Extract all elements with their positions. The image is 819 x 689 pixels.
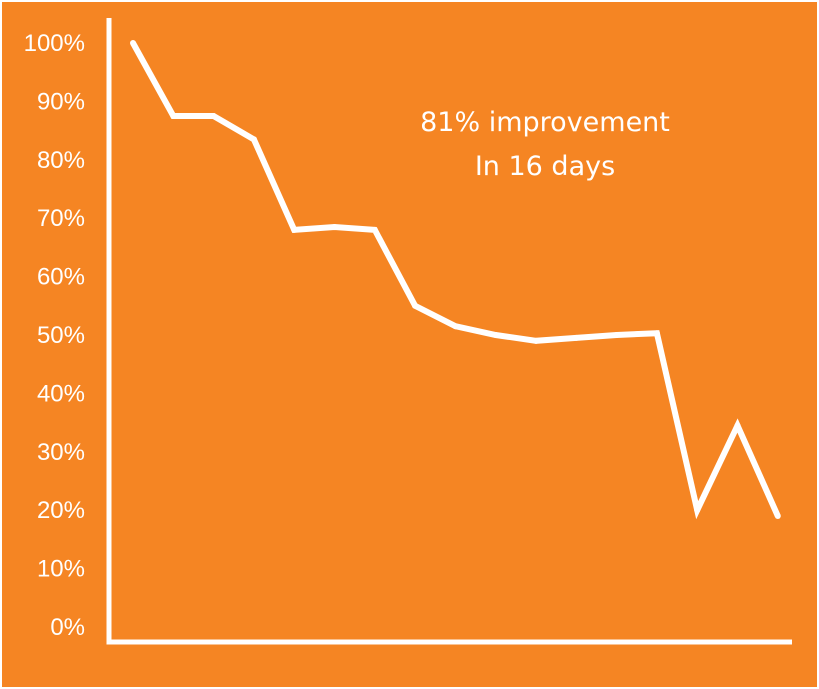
annotation-line-2: In 16 days xyxy=(475,151,615,182)
data-point xyxy=(250,136,257,143)
data-point xyxy=(170,113,177,119)
data-points xyxy=(130,40,781,520)
data-point xyxy=(613,332,620,338)
y-tick-label: 0% xyxy=(50,614,85,641)
data-point xyxy=(452,323,459,330)
y-tick-label: 60% xyxy=(37,264,85,291)
y-tick-label: 50% xyxy=(37,322,85,349)
y-tick-label: 30% xyxy=(37,439,85,466)
data-point xyxy=(774,513,781,520)
y-tick-label: 80% xyxy=(37,147,85,174)
data-point xyxy=(412,302,419,309)
annotation-line-1: 81% improvement xyxy=(420,107,670,138)
data-point xyxy=(653,330,660,337)
y-axis-ticks: 100% 90% 80% 70% 60% 50% 40% 30% 20% 10% 0% xyxy=(24,30,85,641)
y-tick-label: 100% xyxy=(24,30,85,57)
data-point xyxy=(291,226,298,233)
data-point xyxy=(492,332,499,338)
data-point xyxy=(210,113,217,119)
data-point xyxy=(371,226,378,233)
data-point xyxy=(533,337,539,344)
data-point xyxy=(573,334,580,341)
data-point xyxy=(734,422,741,429)
y-tick-label: 70% xyxy=(37,205,85,232)
data-point xyxy=(130,40,136,46)
y-tick-label: 40% xyxy=(37,380,85,407)
y-tick-label: 90% xyxy=(37,88,85,115)
data-point xyxy=(694,507,701,514)
y-tick-label: 20% xyxy=(37,497,85,524)
data-point xyxy=(331,223,338,230)
y-tick-label: 10% xyxy=(37,556,85,583)
